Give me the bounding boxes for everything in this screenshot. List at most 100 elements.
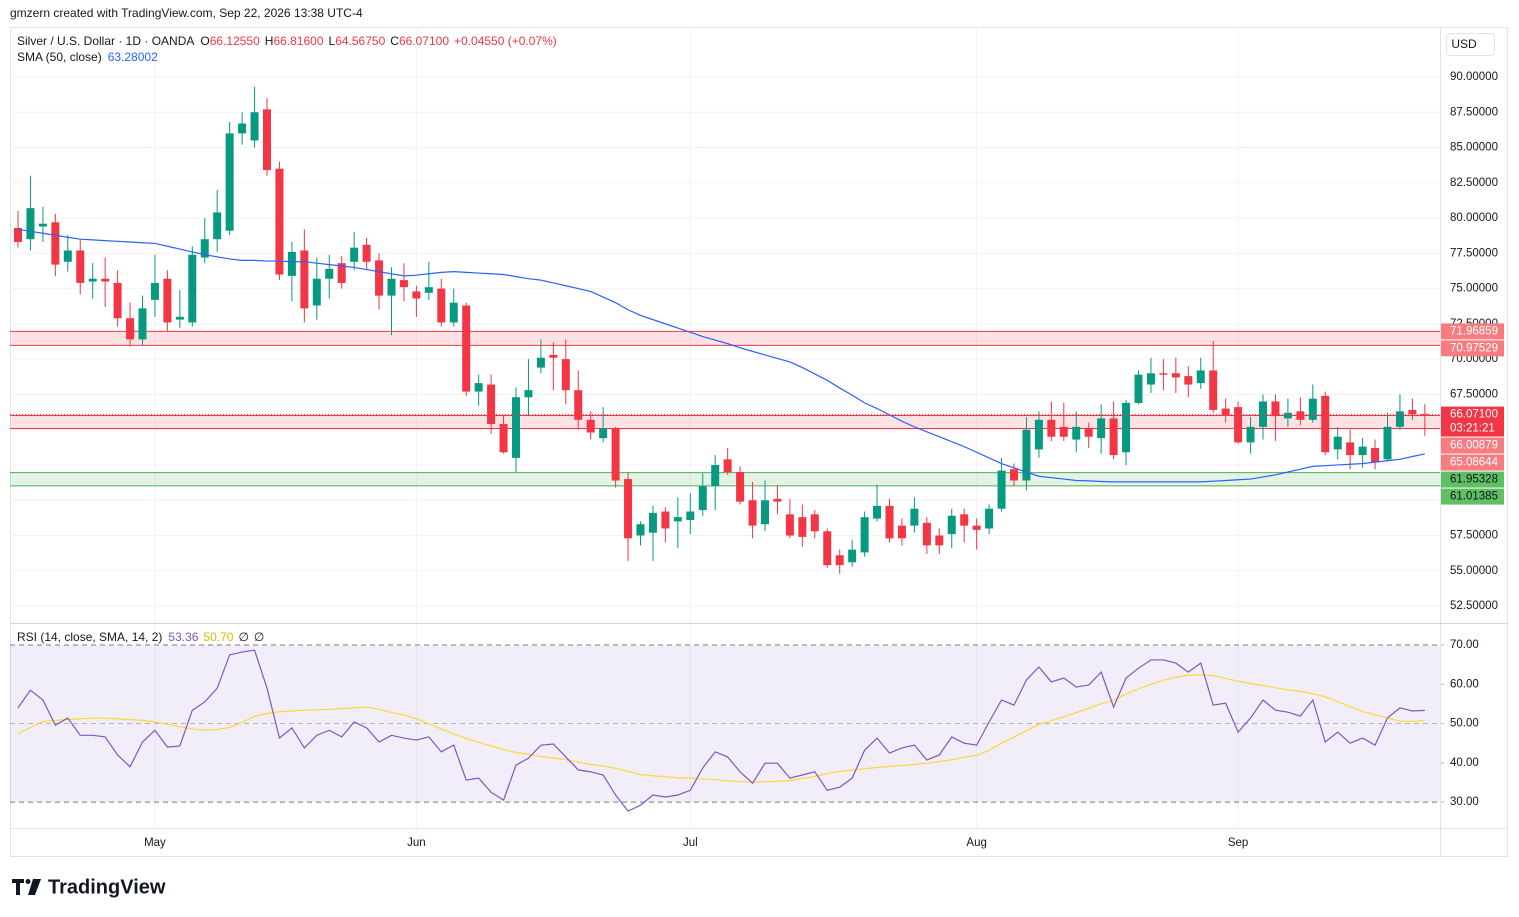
currency-label[interactable]: USD: [1451, 37, 1477, 51]
candle-body: [723, 459, 732, 473]
candle-body: [263, 109, 271, 171]
sma-legend: SMA (50, close) 63.28002: [17, 50, 158, 64]
price-label: 66.07100: [1450, 409, 1498, 421]
rsi-legend: RSI (14, close, SMA, 14, 2) 53.36 50.70 ∅ ∅: [17, 630, 264, 644]
logo-part: [28, 879, 41, 895]
candle-body: [935, 535, 944, 546]
candle-body: [200, 239, 209, 258]
y-tick-label: 60.00: [1450, 678, 1479, 690]
candle-body: [1346, 442, 1355, 456]
candle-body: [113, 282, 122, 319]
candle-body: [673, 517, 682, 522]
candle-body: [698, 486, 707, 511]
legend-key: O: [200, 34, 209, 48]
legend-value: 50.70: [203, 630, 233, 644]
candle-body: [138, 308, 147, 340]
candle-body: [1321, 395, 1330, 453]
candle-body: [1184, 376, 1193, 385]
zone: [10, 331, 1440, 346]
candle-body: [873, 505, 882, 519]
price-label-box: [1441, 437, 1504, 454]
price-label: 66.00879: [1450, 440, 1498, 452]
countdown: 03:21:21: [1450, 423, 1495, 435]
candle-body: [810, 514, 819, 532]
candle-body: [1196, 370, 1205, 384]
candle-body: [76, 250, 85, 283]
legend-value: 66.07100: [399, 34, 449, 48]
candle-body: [1209, 370, 1218, 410]
y-tick-label: 67.50000: [1450, 388, 1498, 400]
candle-body: [1134, 374, 1143, 403]
candle-body: [26, 208, 35, 240]
candle-body: [1159, 373, 1168, 375]
candle-body: [1408, 409, 1417, 415]
candle-body: [213, 212, 222, 240]
candle-body: [1259, 401, 1267, 427]
candle-body: [275, 168, 284, 275]
candle-body: [51, 222, 60, 265]
chart-frame: [10, 27, 1508, 857]
candle-body: [748, 500, 757, 526]
candle-body: [561, 359, 570, 391]
candle-body: [412, 291, 421, 299]
price-label: 61.01385: [1450, 491, 1498, 503]
candle-body: [661, 511, 670, 529]
candle-body: [997, 470, 1006, 509]
candle-body: [848, 549, 857, 563]
candle-body: [250, 112, 259, 141]
candle-body: [835, 555, 844, 566]
candle-body: [225, 133, 234, 231]
y-tick-label: 87.50000: [1450, 106, 1498, 118]
candle-body: [1034, 419, 1043, 450]
candle-body: [126, 318, 135, 340]
y-tick-label: 52.50000: [1450, 600, 1498, 612]
candle-body: [1122, 402, 1131, 453]
currency-button[interactable]: [1446, 33, 1495, 56]
legend-title: RSI (14, close, SMA, 14, 2): [17, 630, 162, 644]
price-label: 71.96859: [1450, 325, 1498, 337]
candle-body: [1283, 412, 1292, 419]
y-tick-label: 80.00000: [1450, 212, 1498, 224]
candle-body: [337, 263, 346, 283]
candle-body: [163, 278, 172, 323]
candle-body: [512, 397, 520, 458]
legend-extra: ∅: [254, 630, 264, 644]
y-tick-label: 77.50000: [1450, 247, 1498, 259]
candle-body: [399, 280, 408, 288]
logo-part: [25, 879, 31, 884]
candle-body: [1084, 428, 1093, 437]
candle-body: [1395, 411, 1404, 427]
candle-body: [101, 278, 110, 282]
candle-body: [188, 254, 197, 323]
y-tick-label: 75.00000: [1450, 283, 1498, 295]
candle-body: [424, 287, 433, 293]
candle-body: [1358, 446, 1367, 456]
candle-body: [175, 316, 184, 320]
candle-body: [1072, 426, 1081, 440]
y-tick-label: 50.00: [1450, 718, 1479, 730]
price-label-box: [1441, 488, 1504, 505]
candle-body: [1010, 469, 1018, 481]
candle-body: [1221, 408, 1230, 416]
candle-body: [499, 424, 508, 453]
candle-body: [63, 250, 72, 262]
zone: [10, 472, 1440, 486]
price-label: 61.95328: [1450, 474, 1498, 486]
candle-body: [860, 517, 869, 553]
x-tick-label: Aug: [966, 837, 986, 849]
candle-body: [88, 278, 97, 282]
candle-body: [761, 500, 769, 525]
price-legend: Silver / U.S. Dollar · 1D · OANDA O66.125…: [17, 34, 557, 48]
legend-value: 66.81600: [273, 34, 323, 48]
candle-body: [1234, 407, 1243, 443]
candle-body: [736, 472, 745, 502]
candle-body: [1296, 411, 1305, 420]
rsi-line: [17, 649, 1425, 812]
candle-body: [922, 522, 931, 546]
y-tick-label: 57.50000: [1450, 530, 1498, 542]
candle-body: [985, 508, 994, 529]
candle-body: [300, 250, 309, 309]
legend-value: 64.56750: [335, 34, 385, 48]
candle-body: [611, 428, 620, 481]
legend-name: SMA (50, close): [17, 50, 102, 64]
